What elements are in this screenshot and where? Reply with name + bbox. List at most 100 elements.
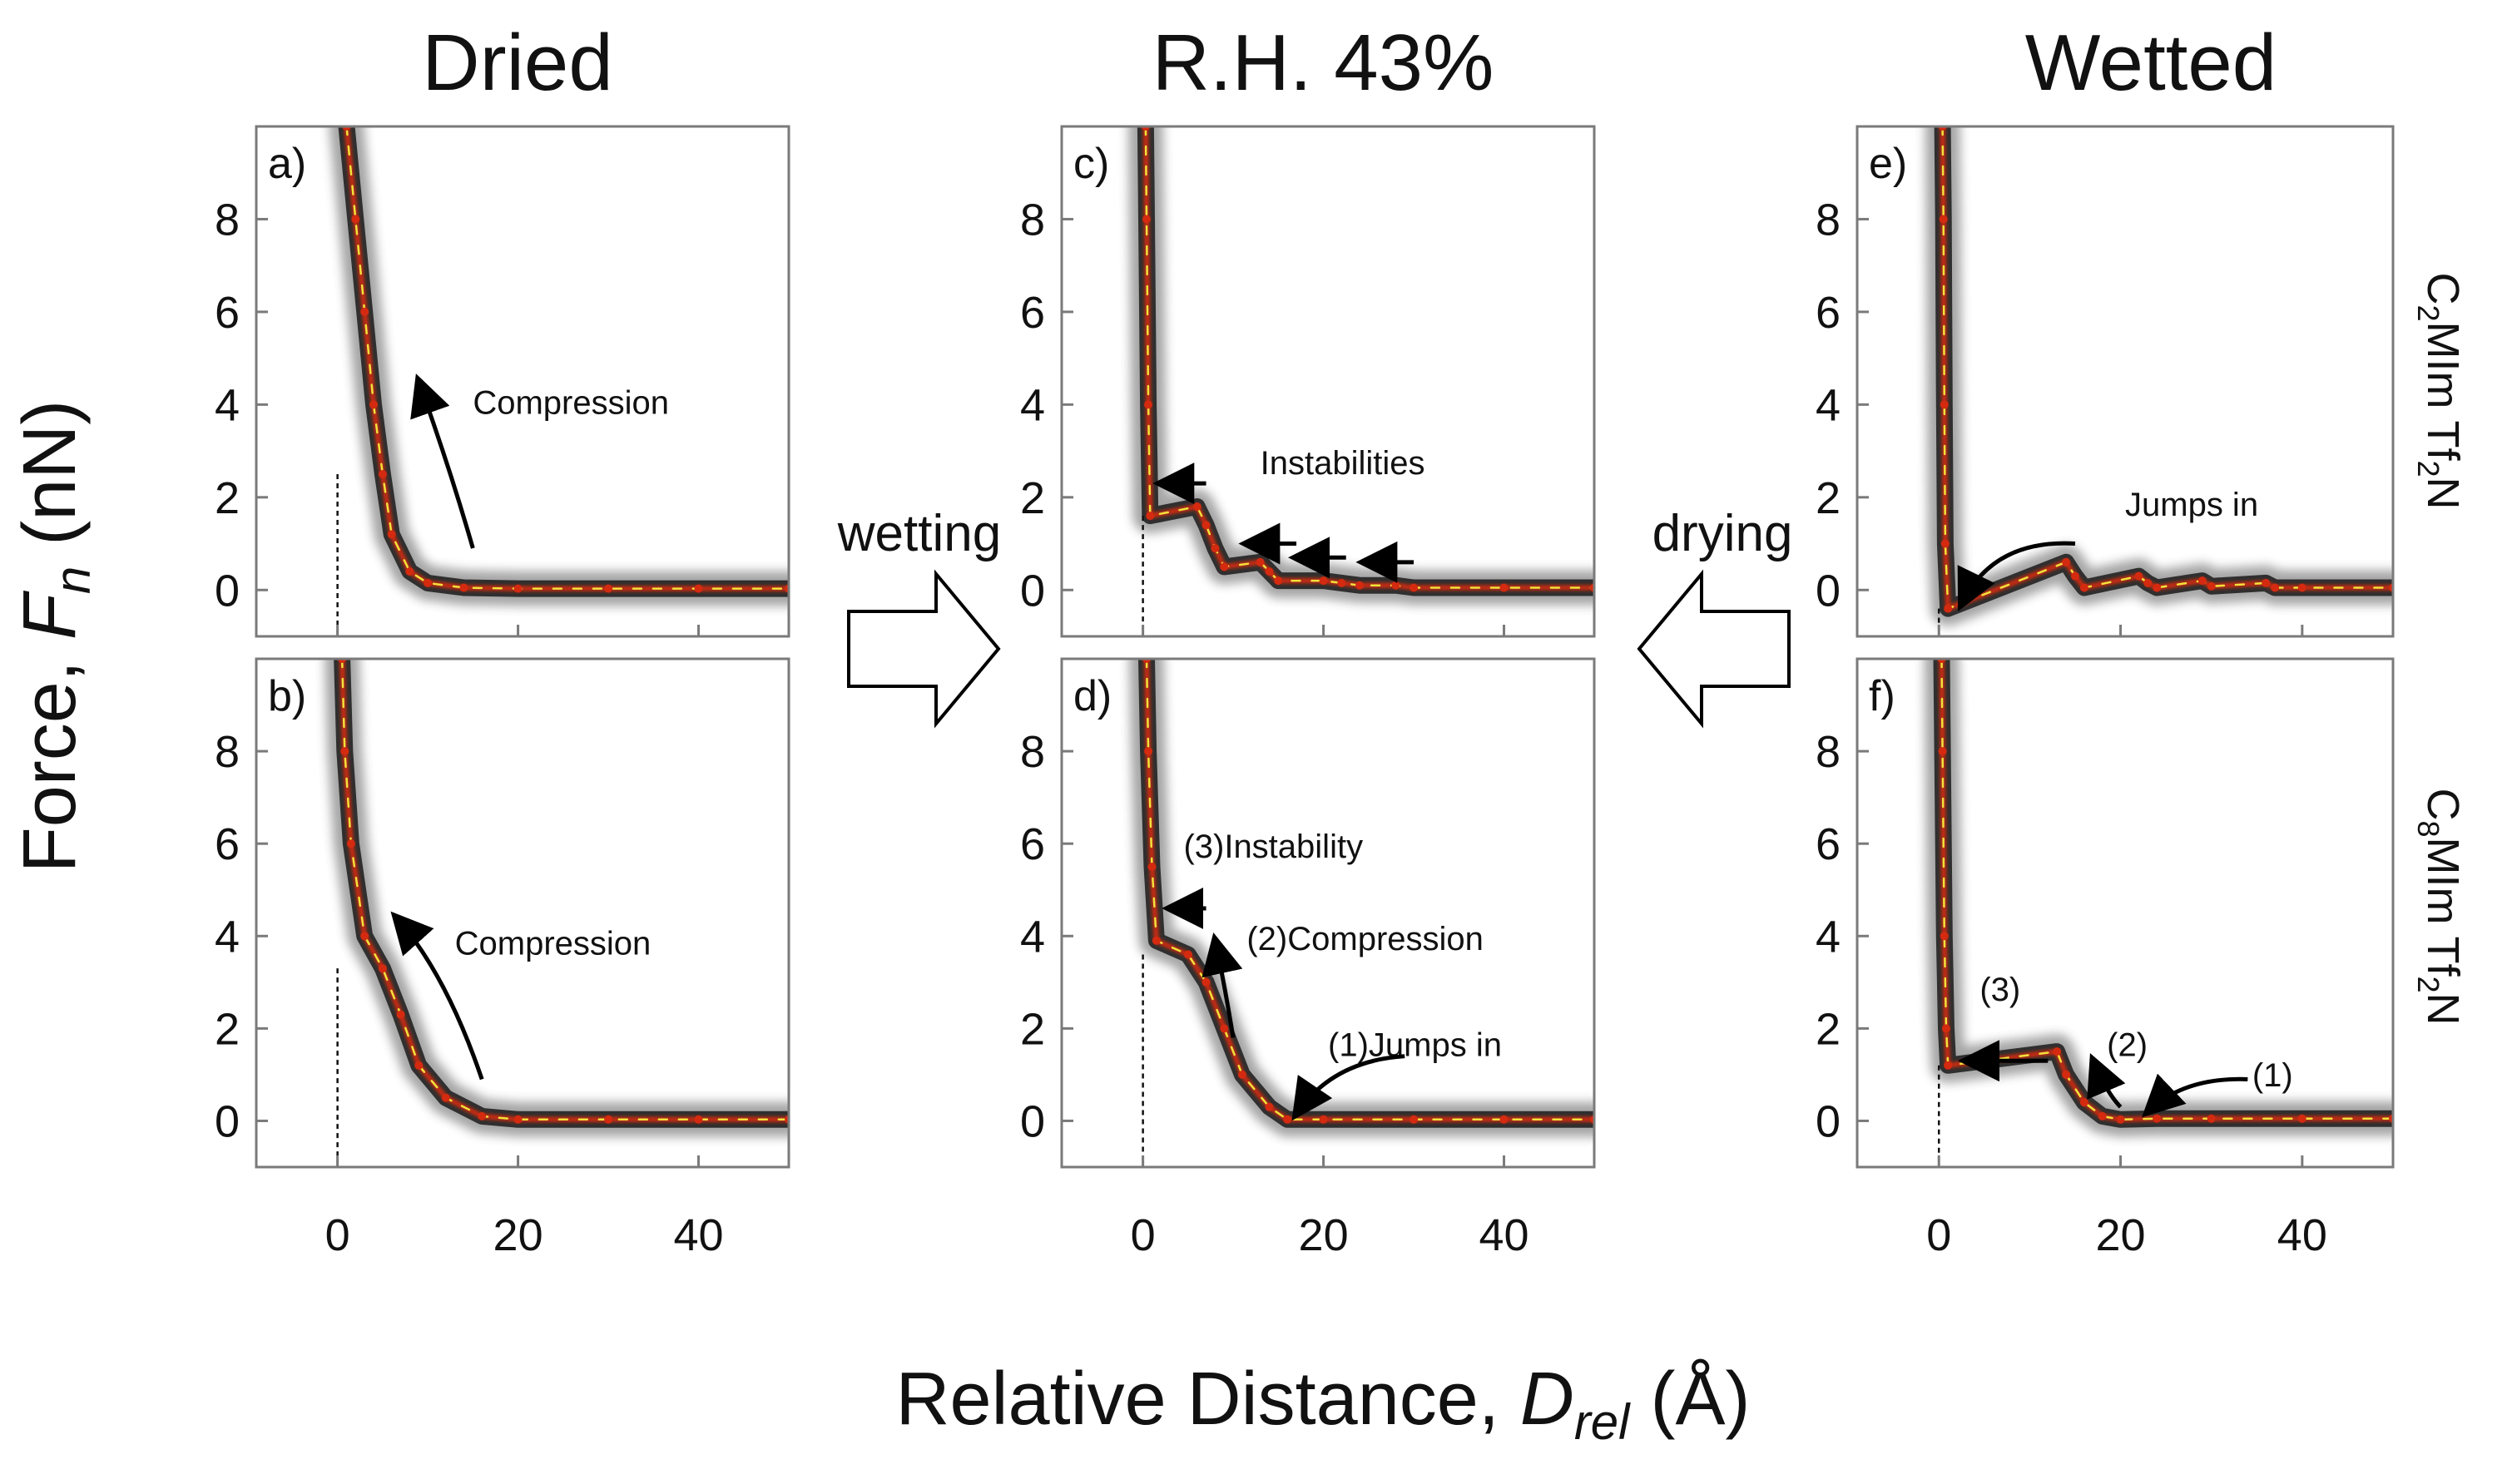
data-point [1944,1061,1953,1070]
data-point [2153,1114,2162,1123]
data-point [604,584,613,593]
annotation: (2) [2107,1027,2148,1064]
data-highlight [1145,659,1594,1121]
data-point [1274,576,1283,586]
y-tick-label: 8 [215,195,240,245]
annotation: Compression [473,385,669,422]
data-point [2197,576,2207,586]
annotation-arrow-icon [390,911,484,1081]
data-point [2271,583,2280,592]
data-point [2297,583,2306,592]
annotation: (2)Compression [1246,921,1484,957]
data-point [478,1111,487,1120]
panel-frame [1060,657,1596,1169]
y-tick-label: 2 [215,473,240,523]
wetting-arrow-icon [847,569,1001,729]
annotation-arrow-icon [2087,1053,2126,1109]
data-point [1211,544,1220,553]
data-point [2207,581,2216,591]
data-point [1220,1024,1229,1033]
y-tick-label: 8 [1020,195,1045,245]
data-band [338,126,789,597]
data-core [1939,659,2393,1122]
panel-c: 0 2 4 6 8 c) Instabilities [1020,125,1596,638]
data-point [2207,1114,2216,1123]
y-tick-label: 8 [1020,727,1045,777]
data-point [1319,576,1328,586]
data-point [1192,502,1201,511]
data-band [334,659,789,1128]
y-tick-label: 0 [1816,566,1841,616]
x-tick-label: 40 [673,1210,723,1260]
data-point [1265,1102,1274,1111]
data-point [1938,747,1947,756]
drying-arrow-icon [1637,569,1791,729]
data-highlight [1941,126,2393,611]
panel-label: a) [268,140,306,188]
panel-c-data [1127,126,1594,606]
data-point [694,1115,703,1124]
annotation: (3)Instability [1183,829,1363,865]
data-point [2062,557,2071,566]
panel-e: 0 2 4 6 8 e) Jumps in [1816,125,2395,638]
x-axis-title: Relative Distance, Drel (Å) [896,1358,1751,1450]
column-title-rh43: R.H. 43% [1152,18,1494,107]
data-point [1220,562,1229,571]
data-cloud [1925,126,2393,626]
data-point [2153,583,2162,592]
y-tick-label: 8 [215,727,240,777]
data-point [1144,400,1153,409]
data-cloud [329,126,789,606]
data-point [2262,578,2271,587]
annotation: (1)Jumps in [1328,1027,1502,1064]
y-tick-label: 4 [1020,912,1045,962]
data-point [1201,521,1211,530]
data-core [1940,126,2393,611]
y-tick-label: 0 [215,566,240,616]
data-point [360,307,369,316]
data-point [1499,1115,1509,1124]
data-point [340,747,349,756]
y-tick-label: 8 [1816,727,1841,777]
data-point [424,578,433,587]
panel-label: e) [1869,140,1907,188]
data-point [513,1115,523,1124]
annotation: (1) [2252,1057,2293,1094]
data-point [1147,863,1157,871]
annotation-arrow-icon [2142,1073,2248,1118]
data-point [1152,936,1161,945]
y-tick-label: 0 [215,1096,240,1146]
data-point [414,1061,424,1070]
y-tick-label: 6 [1816,288,1841,338]
data-point [1940,400,1949,409]
column-title-wetted: Wetted [2025,18,2277,107]
data-point [1183,950,1192,959]
panel-e-data [1925,126,2393,626]
panel-d-data [1129,659,1594,1137]
column-title-dried: Dried [422,18,612,107]
data-point [360,932,369,941]
x-tick-label: 40 [2277,1210,2327,1260]
data-point [1144,747,1153,756]
y-tick-label: 8 [1816,195,1841,245]
y-axis-title: Force, Fn (nN) [8,400,101,873]
data-point [2079,1098,2088,1107]
panel-label: c) [1073,140,1109,188]
data-point [1283,1115,1292,1124]
data-point [2079,583,2088,592]
y-tick-label: 2 [1020,1004,1045,1054]
annotation: (3) [1979,972,2020,1008]
panel-f-data [1924,659,2393,1137]
data-core [344,126,789,591]
data-point [346,839,355,848]
data-point [1142,215,1151,224]
wetting-label: wetting [837,505,1001,562]
data-point [1391,581,1400,590]
x-tick-label: 0 [1926,1210,1951,1260]
y-tick-label: 2 [1816,1004,1841,1054]
x-tick-label: 0 [1131,1210,1156,1260]
annotation-arrow-icon [1201,932,1243,1038]
panel-frame [1060,125,1596,638]
